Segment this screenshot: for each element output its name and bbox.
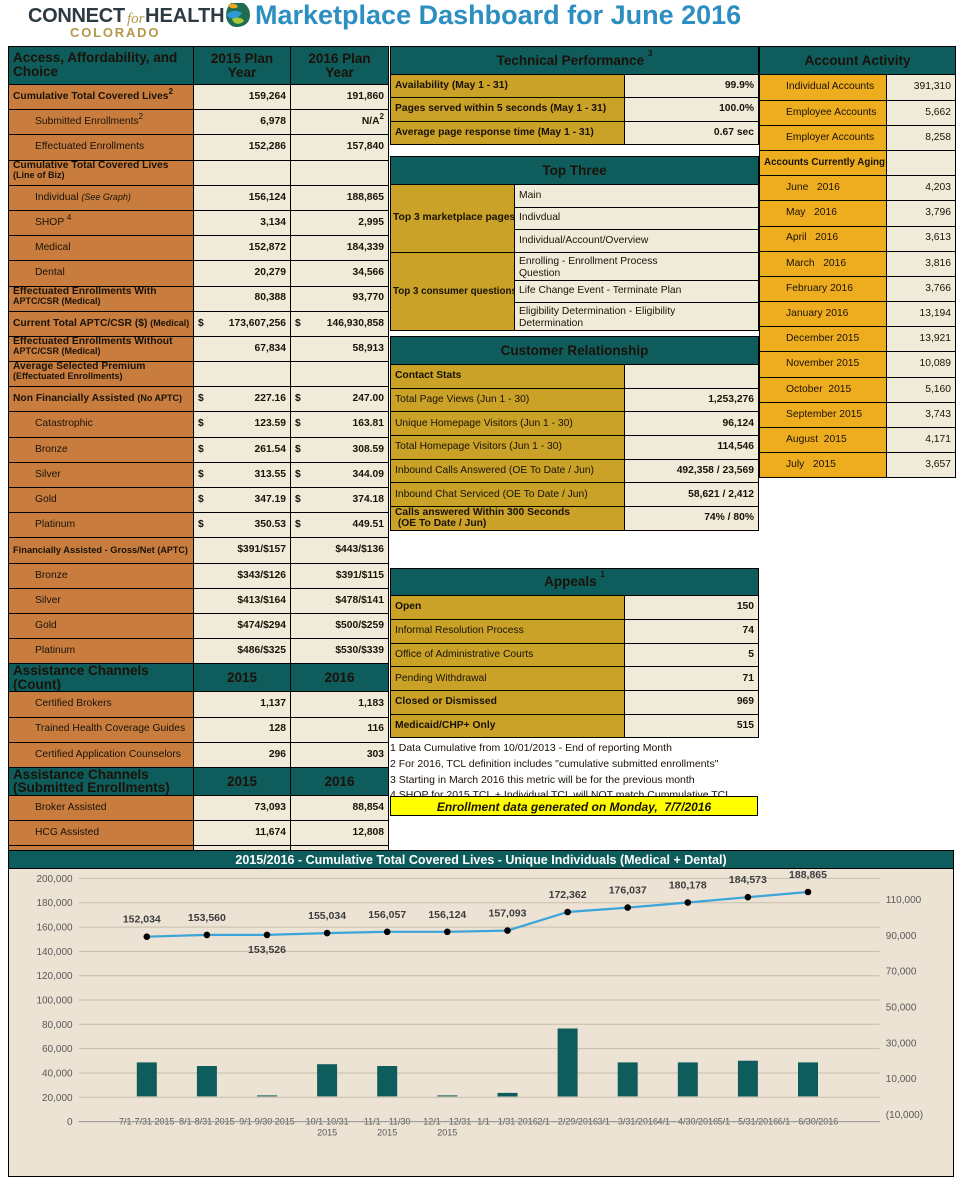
svg-text:10,000: 10,000 (886, 1074, 917, 1085)
svg-text:180,178: 180,178 (669, 880, 707, 892)
svg-text:172,362: 172,362 (549, 889, 587, 901)
svg-text:155,034: 155,034 (308, 910, 346, 922)
svg-text:50,000: 50,000 (886, 1003, 917, 1014)
svg-text:157,093: 157,093 (489, 908, 527, 920)
svg-text:100,000: 100,000 (36, 996, 73, 1007)
svg-text:CONNECT: CONNECT (28, 5, 125, 27)
svg-text:110,000: 110,000 (886, 895, 922, 906)
svg-text:HEALTH: HEALTH (145, 5, 225, 27)
svg-text:180,000: 180,000 (36, 898, 73, 909)
svg-text:(10,000): (10,000) (886, 1110, 923, 1121)
svg-text:2015: 2015 (437, 1127, 457, 1137)
svg-text:184,573: 184,573 (729, 874, 767, 886)
svg-text:152,034: 152,034 (123, 914, 161, 926)
svg-text:156,057: 156,057 (368, 909, 406, 921)
svg-text:40,000: 40,000 (42, 1069, 73, 1080)
svg-text:188,865: 188,865 (789, 869, 827, 881)
svg-text:90,000: 90,000 (886, 931, 917, 942)
svg-text:156,124: 156,124 (428, 909, 466, 921)
svg-text:153,526: 153,526 (248, 944, 286, 956)
svg-text:2015: 2015 (377, 1127, 397, 1137)
svg-text:140,000: 140,000 (36, 947, 73, 958)
svg-text:70,000: 70,000 (886, 967, 917, 978)
svg-text:COLORADO: COLORADO (70, 25, 160, 40)
svg-text:80,000: 80,000 (42, 1020, 73, 1031)
svg-text:60,000: 60,000 (42, 1044, 73, 1055)
svg-text:153,560: 153,560 (188, 912, 226, 924)
svg-text:176,037: 176,037 (609, 885, 647, 897)
svg-text:20,000: 20,000 (42, 1093, 73, 1104)
svg-text:120,000: 120,000 (36, 971, 73, 982)
svg-text:2015: 2015 (317, 1127, 337, 1137)
svg-text:30,000: 30,000 (886, 1038, 917, 1049)
svg-text:200,000: 200,000 (36, 874, 73, 885)
svg-text:0: 0 (67, 1117, 73, 1128)
svg-text:160,000: 160,000 (36, 923, 73, 934)
